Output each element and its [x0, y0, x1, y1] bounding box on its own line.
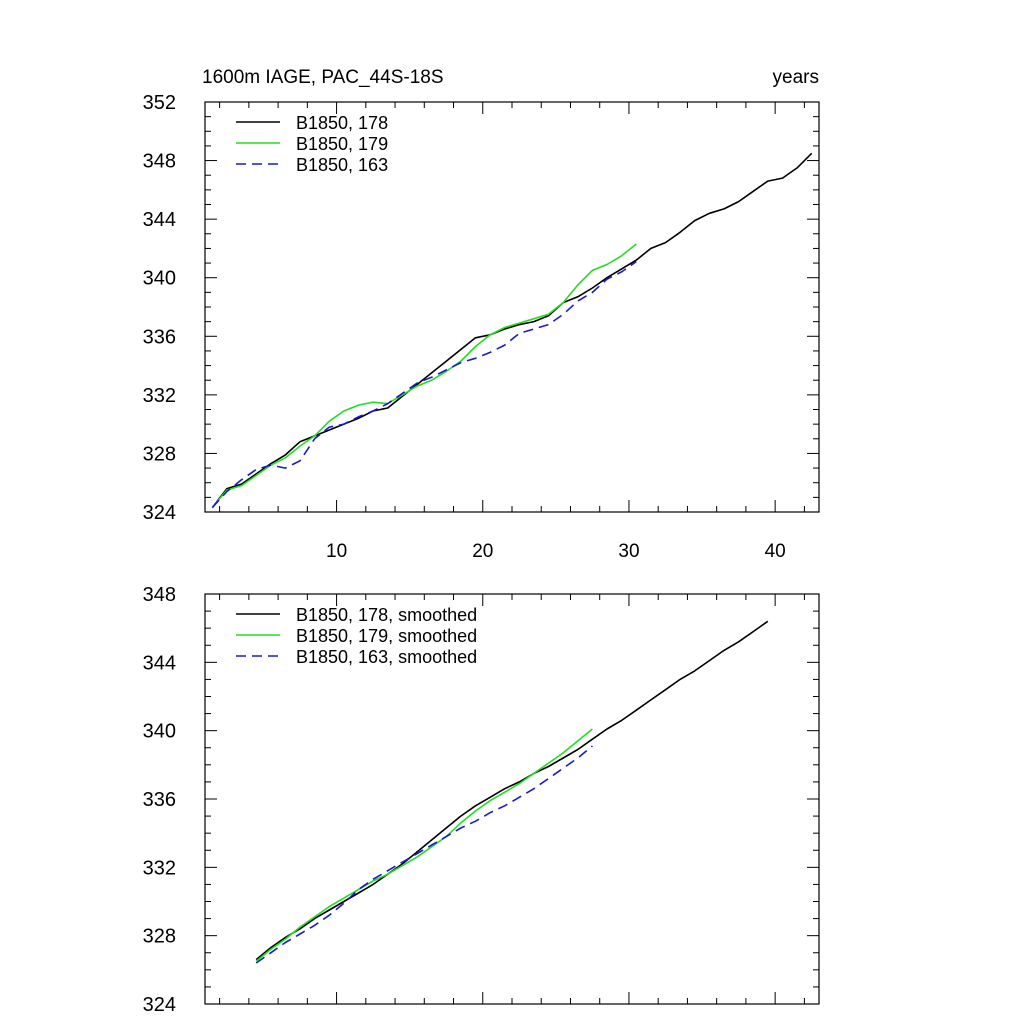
y-tick-label: 328	[143, 926, 176, 948]
y-tick-label: 332	[143, 385, 176, 407]
y-tick-label: 344	[143, 652, 176, 674]
x-tick-label: 20	[472, 541, 493, 562]
chart-title-right: years	[773, 67, 819, 88]
y-tick-label: 328	[143, 443, 176, 465]
y-tick-label: 348	[143, 151, 176, 173]
series-line-2	[211, 243, 637, 509]
legend-label-3: B1850, 163, smoothed	[296, 647, 477, 667]
y-tick-label: 324	[143, 994, 176, 1016]
y-tick-label: 332	[143, 857, 176, 879]
bottom-panel: 324 328 332 336 340 344 348 B1850, 178, smoothe…	[143, 584, 820, 1016]
y-tick-label: 324	[143, 502, 176, 524]
series-line-2	[255, 728, 593, 962]
x-tick-label: 40	[765, 541, 786, 562]
y-tick-label: 340	[143, 721, 176, 743]
legend-label-2: B1850, 179	[296, 134, 388, 154]
y-tick-label: 348	[143, 584, 176, 606]
y-tick-label: 352	[143, 92, 176, 114]
x-tick-label: 30	[618, 541, 639, 562]
top-panel: 1600m IAGE, PAC_44S-18S years 10 20 30 40 32…	[143, 67, 820, 562]
series-line-1	[255, 620, 769, 961]
series-line-3	[255, 745, 593, 964]
x-tick-label: 10	[326, 541, 347, 562]
legend-label-2: B1850, 179, smoothed	[296, 626, 477, 646]
chart-title: 1600m IAGE, PAC_44S-18S	[202, 67, 444, 88]
y-tick-label: 344	[143, 209, 176, 231]
legend-label-3: B1850, 163	[296, 155, 388, 175]
y-tick-label: 336	[143, 326, 176, 348]
y-tick-label: 336	[143, 789, 176, 811]
series-line-1	[211, 152, 813, 509]
series-line-3	[211, 260, 637, 509]
y-tick-label: 340	[143, 268, 176, 290]
legend-label-1: B1850, 178, smoothed	[296, 605, 477, 625]
legend-label-1: B1850, 178	[296, 113, 388, 133]
